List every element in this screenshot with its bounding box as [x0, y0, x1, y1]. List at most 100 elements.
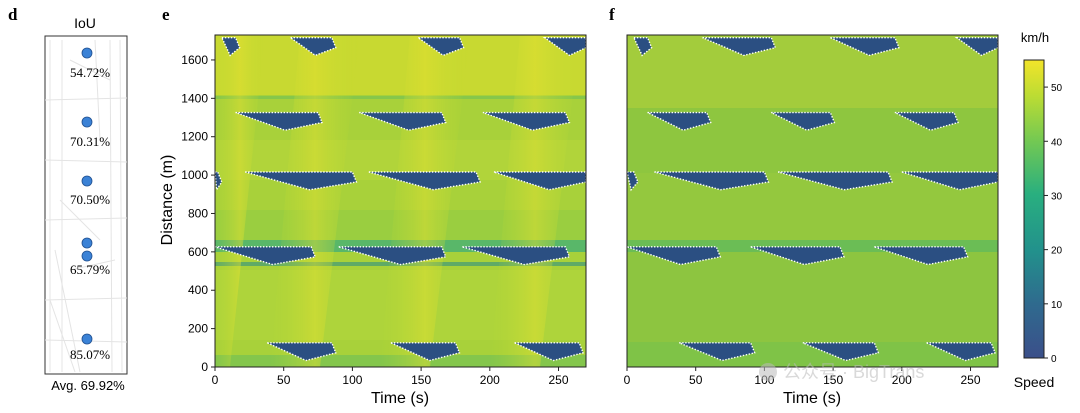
congestion-boundary	[874, 246, 969, 266]
iou-point	[81, 333, 93, 345]
iou-title: IoU	[74, 15, 96, 31]
iou-point	[81, 47, 93, 59]
congestion-region	[482, 112, 570, 131]
x-tick-label: 150	[823, 373, 843, 387]
congestion-boundary	[390, 342, 461, 362]
congestion-boundary	[482, 111, 571, 131]
iou-point-secondary	[81, 250, 93, 262]
heatmap-f-regions	[627, 35, 998, 367]
congestion-region	[245, 172, 357, 190]
iou-value-label: 70.50%	[70, 192, 110, 207]
congestion-region	[874, 246, 968, 265]
heatmap-e-texture	[215, 35, 586, 367]
x-tick-label: 150	[411, 373, 431, 387]
congestion-region	[235, 112, 323, 131]
x-tick-label: 50	[277, 373, 291, 387]
congestion-boundary	[462, 246, 571, 266]
watermark-text: 公众号 · BigTrans	[783, 362, 924, 382]
congestion-boundary	[702, 36, 777, 57]
panel-label-f: f	[609, 5, 615, 24]
colorbar-label: Speed	[1014, 374, 1054, 390]
congestion-region	[830, 37, 899, 56]
congestion-boundary	[647, 111, 712, 131]
congestion-region	[901, 172, 998, 190]
congestion-boundary	[514, 342, 585, 362]
panel-label-e: e	[162, 5, 170, 24]
congestion-region	[894, 112, 959, 131]
road-network	[44, 39, 128, 373]
congestion-region	[290, 37, 336, 56]
congestion-region	[956, 37, 998, 56]
congestion-region	[654, 172, 769, 190]
congestion-region	[462, 246, 570, 265]
y-tick-label: 1200	[181, 130, 208, 144]
colorbar	[1023, 59, 1045, 359]
congestion-boundary	[245, 171, 358, 191]
congestion-boundary	[770, 111, 836, 131]
y-tick-label: 800	[188, 206, 208, 220]
panel-d-iou-map: IoU 54.72% 70.31% 70.50% 65.79% 85.07% Avg. …	[44, 15, 128, 393]
congestion-region	[338, 246, 446, 265]
iou-value-label: 85.07%	[70, 347, 110, 362]
colorbar-tick-label: 10	[1051, 300, 1063, 311]
congestion-boundary	[926, 342, 997, 362]
x-tick-label: 250	[549, 373, 569, 387]
colorbar-unit: km/h	[1021, 30, 1049, 45]
congestion-region	[750, 246, 844, 265]
congestion-region	[390, 342, 460, 361]
road-map-frame	[44, 35, 128, 375]
congestion-boundary	[777, 171, 894, 191]
x-tick-label: 200	[892, 373, 912, 387]
colorbar-tick-label: 0	[1051, 354, 1057, 365]
congestion-boundary	[416, 36, 465, 57]
congestion-boundary	[894, 111, 959, 131]
congestion-region	[679, 342, 755, 361]
iou-value-label: 70.31%	[70, 134, 110, 149]
congestion-region	[368, 172, 481, 190]
y-tick-label: 1600	[181, 53, 208, 67]
x-tick-label: 250	[961, 373, 981, 387]
iou-value-label: 54.72%	[70, 65, 110, 80]
x-tick-label: 100	[342, 373, 362, 387]
heatmap-e-ylabel: Distance (m)	[159, 155, 176, 246]
heatmap-e-frame	[214, 34, 587, 368]
y-tick-label: 400	[188, 283, 208, 297]
congestion-region	[702, 37, 776, 56]
colorbar-tick-label: 50	[1051, 83, 1063, 94]
congestion-boundary	[359, 111, 447, 131]
congestion-region	[926, 342, 996, 361]
congestion-region	[544, 37, 586, 56]
congestion-boundary	[235, 111, 324, 131]
congestion-region	[418, 37, 464, 56]
y-tick-label: 1400	[181, 91, 208, 105]
y-tick-label: 0	[201, 360, 208, 374]
iou-point	[81, 116, 93, 128]
iou-value-label: 65.79%	[70, 262, 110, 277]
congestion-region	[771, 112, 835, 131]
congestion-boundary	[654, 171, 770, 191]
heatmap-f-xlabel: Time (s)	[783, 390, 841, 407]
heatmap-f-frame	[626, 34, 999, 368]
colorbar-tick-label: 30	[1051, 191, 1063, 202]
congestion-region	[215, 246, 316, 265]
y-tick-label: 200	[188, 322, 208, 336]
congestion-region	[802, 342, 879, 361]
congestion-region	[627, 172, 638, 190]
congestion-boundary	[802, 342, 880, 362]
congestion-region	[359, 112, 446, 131]
heatmap-e-congestion	[214, 36, 587, 362]
congestion-boundary	[678, 342, 756, 362]
congestion-boundary	[214, 246, 317, 266]
congestion-boundary	[626, 246, 722, 266]
panel-e-speed-heatmap: 0 50 100 150 200 250 0 200 400 600 800 1000 1200 140…	[159, 34, 587, 407]
congestion-region	[514, 342, 584, 361]
congestion-region	[647, 112, 711, 131]
colorbar-tick-label: 20	[1051, 246, 1063, 257]
iou-point	[81, 175, 93, 187]
congestion-region	[778, 172, 893, 190]
congestion-boundary	[830, 36, 900, 57]
watermark: 公众号 · BigTrans	[759, 362, 924, 382]
panel-label-d: d	[8, 5, 18, 24]
